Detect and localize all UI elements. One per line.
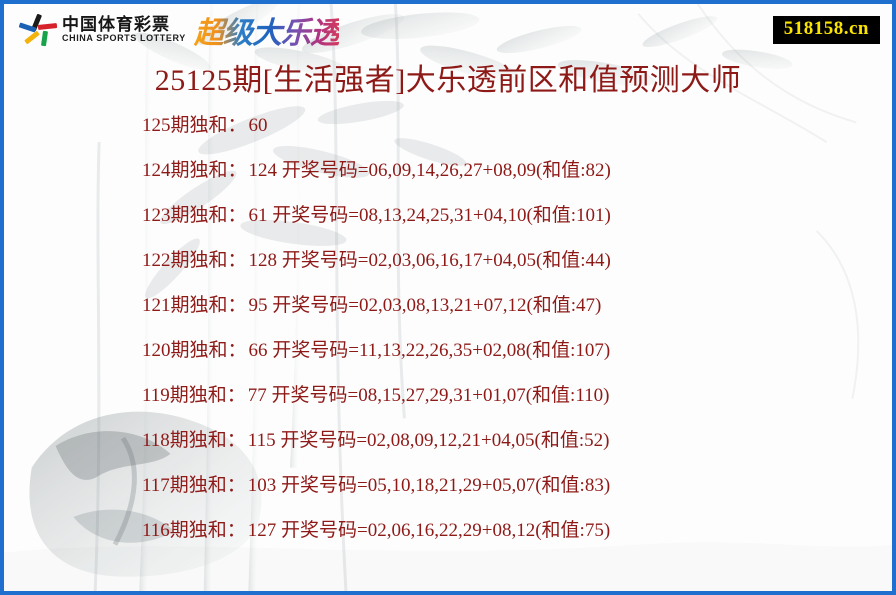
row-label: 125期独和： (142, 114, 247, 136)
brand-name-en: CHINA SPORTS LOTTERY (62, 33, 186, 44)
list-item: 122期独和： 128 开奖号码=02,03,06,16,17+04,05(和值… (4, 251, 892, 296)
row-value: 115 开奖号码=02,08,09,12,21+04,05(和值:52) (247, 429, 610, 451)
china-sports-lottery-logo-icon (18, 13, 58, 47)
brand-logo[interactable]: 中国体育彩票 CHINA SPORTS LOTTERY (18, 13, 186, 47)
row-label: 116期独和： (142, 519, 246, 541)
row-label: 117期独和： (142, 474, 246, 496)
list-item: 124期独和： 124 开奖号码=06,09,14,26,27+08,09(和值… (4, 161, 892, 206)
site-header: 中国体育彩票 CHINA SPORTS LOTTERY 超级大乐透 518158… (4, 4, 892, 56)
row-label: 121期独和： (142, 294, 247, 316)
row-value: 128 开奖号码=02,03,06,16,17+04,05(和值:44) (248, 249, 611, 271)
list-item: 123期独和： 61 开奖号码=08,13,24,25,31+04,10(和值:… (4, 206, 892, 251)
page-title: 25125期[生活强者]大乐透前区和值预测大师 (154, 64, 742, 97)
list-item: 117期独和： 103 开奖号码=05,10,18,21,29+05,07(和值… (4, 476, 892, 521)
row-label: 120期独和： (142, 339, 247, 361)
list-item: 120期独和： 66 开奖号码=11,13,22,26,35+02,08(和值:… (4, 341, 892, 386)
row-label: 123期独和： (142, 204, 247, 226)
list-item: 116期独和： 127 开奖号码=02,06,16,22,29+08,12(和值… (4, 521, 892, 566)
row-value: 66 开奖号码=11,13,22,26,35+02,08(和值:107) (248, 339, 611, 361)
row-label: 119期独和： (142, 384, 246, 406)
row-value: 95 开奖号码=02,03,08,13,21+07,12(和值:47) (248, 294, 602, 316)
row-value: 127 开奖号码=02,06,16,22,29+08,12(和值:75) (247, 519, 611, 541)
row-label: 122期独和： (142, 249, 247, 271)
row-value: 61 开奖号码=08,13,24,25,31+04,10(和值:101) (248, 204, 611, 226)
list-item: 125期独和： 60 (4, 116, 892, 161)
brand-text-block: 中国体育彩票 CHINA SPORTS LOTTERY (62, 14, 186, 45)
row-value: 124 开奖号码=06,09,14,26,27+08,09(和值:82) (248, 159, 611, 181)
row-label: 124期独和： (142, 159, 247, 181)
prediction-list: 125期独和： 60 124期独和： 124 开奖号码=06,09,14,26,… (4, 116, 892, 566)
list-item: 119期独和： 77 开奖号码=08,15,27,29,31+01,07(和值:… (4, 386, 892, 431)
product-name-daletou: 超级大乐透 (194, 8, 340, 52)
list-item: 118期独和： 115 开奖号码=02,08,09,12,21+04,05(和值… (4, 431, 892, 476)
row-value: 77 开奖号码=08,15,27,29,31+01,07(和值:110) (247, 384, 610, 406)
list-item: 121期独和： 95 开奖号码=02,03,08,13,21+07,12(和值:… (4, 296, 892, 341)
site-watermark-badge: 518158.cn (772, 16, 880, 44)
row-value: 103 开奖号码=05,10,18,21,29+05,07(和值:83) (247, 474, 611, 496)
row-label: 118期独和： (142, 429, 246, 451)
brand-name-cn: 中国体育彩票 (62, 14, 170, 34)
row-value: 60 (248, 114, 268, 136)
